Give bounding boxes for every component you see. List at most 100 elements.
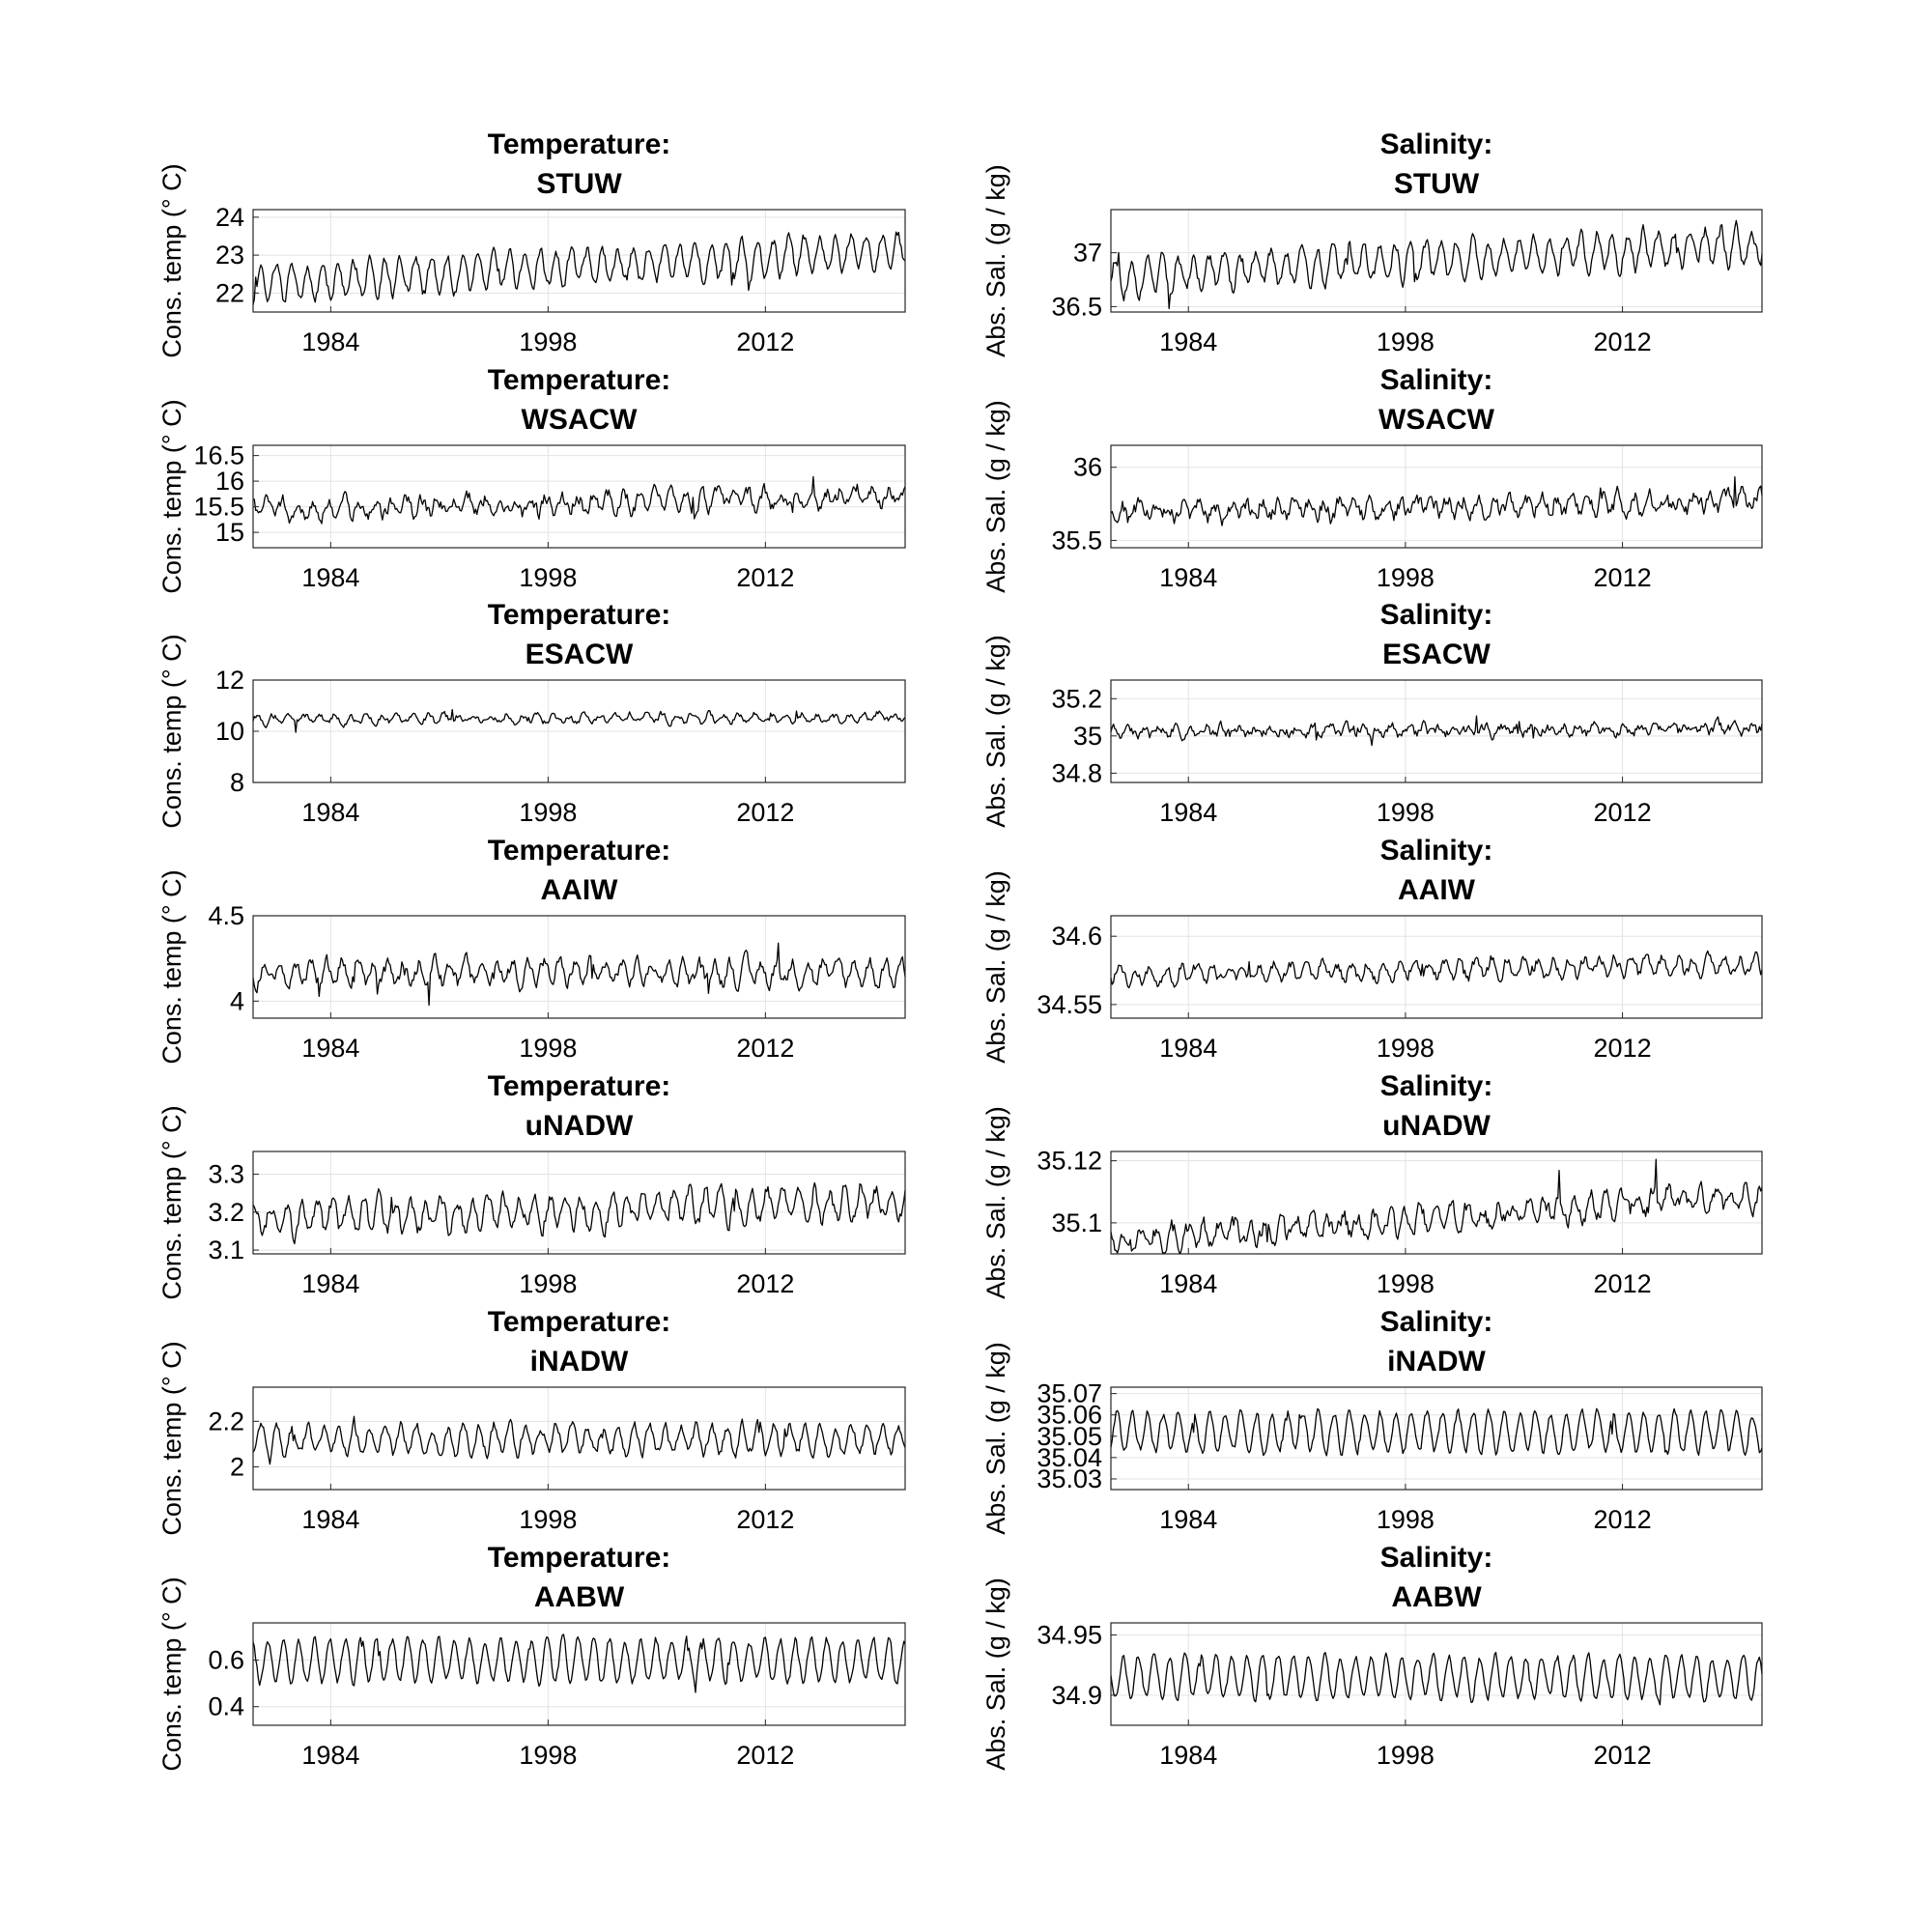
x-tick-label: 1998 [519,563,577,592]
axes-frame [1110,1622,1763,1726]
x-tick-label: 1984 [1159,1034,1217,1063]
x-tick-label: 1984 [301,1269,359,1298]
y-tick-label: 35.03 [1037,1464,1102,1493]
series-line [252,708,906,733]
x-tick-label: 2012 [736,563,794,592]
plot-area [253,210,905,312]
x-tick-label: 2012 [736,1505,794,1534]
y-tick-label: 35.06 [1037,1401,1102,1430]
series-line [1110,715,1763,747]
y-tick-label: 35.1 [1051,1208,1102,1237]
x-tick-label: 1984 [301,1741,359,1770]
y-tick-label: 10 [215,717,244,746]
subplot-title-line-1: Salinity: [1380,1306,1493,1338]
y-tick-label: 4.5 [208,901,244,930]
subplot-title-line-2: uNADW [1382,1110,1491,1142]
x-tick-label: 2012 [1594,798,1652,827]
subplot-title-line-2: STUW [536,168,622,200]
y-tick-label: 16.5 [193,441,244,470]
x-tick-label: 1998 [519,1034,577,1063]
series-line [252,942,906,1007]
axes-frame [252,209,906,313]
subplot-title-line-2: AABW [534,1581,625,1613]
subplot-9: 1984 1998 2012 35.1 35.12 Salinity: uNADW Abs. … [981,1070,1763,1299]
y-tick-label: 34.9 [1051,1681,1102,1710]
x-tick-label: 1984 [301,1034,359,1063]
plot-area [253,1151,905,1254]
subplot-title-line-1: Temperature: [488,364,671,396]
axes-frame [1110,1151,1763,1255]
x-tick-label: 1998 [1377,1269,1435,1298]
x-tick-label: 1984 [301,798,359,827]
y-tick-label: 8 [230,768,244,797]
x-tick-label: 1998 [1377,1741,1435,1770]
x-tick-label: 1984 [301,563,359,592]
x-tick-label: 2012 [1594,563,1652,592]
y-tick-label: 35.12 [1037,1147,1102,1176]
axes-frame [252,444,906,549]
y-axis-label: Abs. Sal. (g / kg) [981,870,1010,1064]
series-line [252,1181,906,1245]
subplot-title-line-2: iNADW [1387,1346,1486,1378]
y-tick-label: 37 [1073,239,1102,268]
x-tick-label: 2012 [736,798,794,827]
y-tick-label: 34.55 [1037,990,1102,1019]
axes-frame [252,1622,906,1726]
plot-area [1111,916,1762,1018]
x-tick-label: 1998 [519,1505,577,1534]
y-tick-label: 35.05 [1037,1422,1102,1451]
x-tick-label: 1984 [1159,563,1217,592]
subplot-title-line-1: Temperature: [488,1070,671,1102]
series-line [252,1634,906,1693]
subplot-title-line-2: AABW [1391,1581,1482,1613]
y-axis-label: Abs. Sal. (g / kg) [981,1577,1010,1771]
plot-area [1111,1387,1762,1490]
y-tick-label: 35 [1073,722,1102,751]
subplot-7: 1984 1998 2012 34.55 34.6 Salinity: AAIW Abs. S… [981,835,1763,1064]
series-line [1110,1407,1763,1457]
y-axis-label: Cons. temp (° C) [157,1105,186,1299]
y-tick-label: 3.3 [208,1160,244,1189]
x-tick-label: 1998 [519,1741,577,1770]
subplot-title-line-2: WSACW [1378,404,1495,436]
x-tick-label: 1984 [1159,798,1217,827]
y-tick-label: 0.6 [208,1646,244,1675]
x-tick-label: 2012 [736,1269,794,1298]
x-tick-label: 1984 [301,1505,359,1534]
y-tick-label: 15.5 [193,493,244,522]
y-axis-label: Abs. Sal. (g / kg) [981,164,1010,357]
y-tick-label: 34.6 [1051,922,1102,951]
series-line [1110,1651,1763,1706]
subplot-4: 1984 1998 2012 8 10 12 Temperature: ESACW Cons. … [157,599,906,829]
subplot-title-line-2: AAIW [541,874,619,906]
x-tick-label: 1998 [1377,563,1435,592]
y-tick-label: 4 [230,986,244,1015]
x-tick-label: 2012 [1594,327,1652,356]
y-tick-label: 3.2 [208,1198,244,1227]
series-line [1110,950,1763,989]
x-tick-label: 1998 [1377,327,1435,356]
x-tick-label: 1998 [1377,1505,1435,1534]
subplot-10: 1984 1998 2012 2 2.2 Temperature: iNADW Cons. t… [157,1306,906,1536]
axes-frame [1110,444,1763,549]
x-tick-label: 1984 [1159,1505,1217,1534]
y-tick-label: 36.5 [1051,292,1102,321]
subplot-5: 1984 1998 2012 34.8 35 35.2 Salinity: ESACW Abs.… [981,599,1763,828]
subplot-title-line-2: STUW [1394,168,1480,200]
plot-area [1111,1151,1762,1254]
y-axis-label: Abs. Sal. (g / kg) [981,1342,1010,1535]
y-tick-label: 0.4 [208,1692,244,1721]
y-axis-label: Cons. temp (° C) [157,399,186,593]
y-axis-label: Cons. temp (° C) [157,634,186,828]
x-tick-label: 1984 [1159,1741,1217,1770]
x-tick-label: 1998 [519,327,577,356]
y-axis-label: Abs. Sal. (g / kg) [981,635,1010,828]
subplot-13: 1984 1998 2012 34.9 34.95 Salinity: AABW Abs. S… [981,1542,1763,1771]
plot-area [1111,445,1762,548]
axes-frame [252,1151,906,1255]
x-tick-label: 1998 [519,798,577,827]
subplot-title-line-2: ESACW [1382,639,1491,670]
subplot-8: 1984 1998 2012 3.1 3.2 3.3 Temperature: uNADW Co… [157,1070,906,1300]
